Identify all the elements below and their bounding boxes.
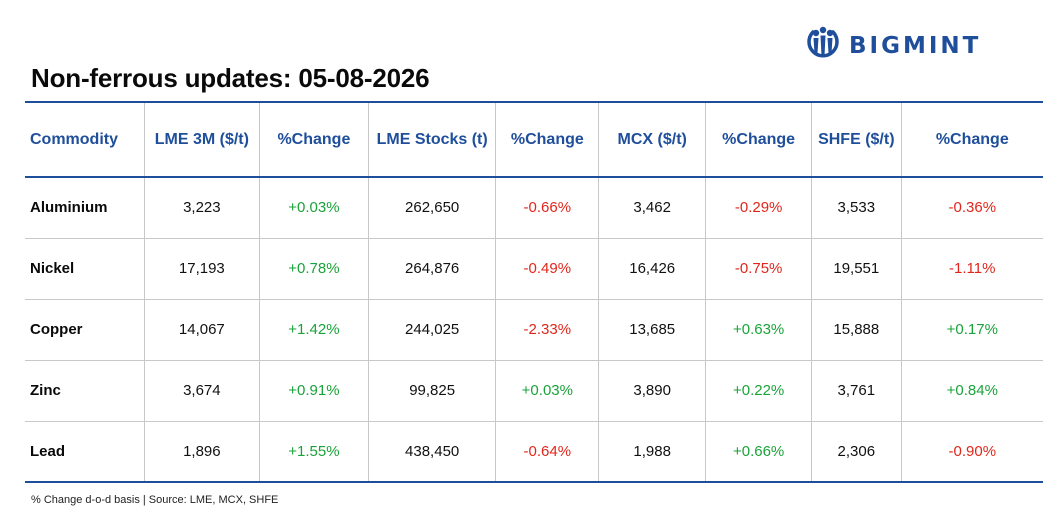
header-shfe-change: %Change (900, 102, 1043, 177)
shfe-price: 15,888 (811, 299, 902, 360)
table-row: Lead 1,896 +1.55% 438,450 -0.64% 1,988 +… (25, 421, 1043, 482)
shfe-price: 2,306 (811, 421, 902, 482)
lme-3m-price: 17,193 (143, 238, 260, 299)
lme-stocks-change: -0.49% (495, 238, 599, 299)
lme-stocks: 244,025 (367, 299, 496, 360)
lme-stocks-change: -2.33% (495, 299, 599, 360)
lme-3m-change: +0.78% (258, 238, 369, 299)
lme-3m-price: 14,067 (143, 299, 260, 360)
prices-table: Commodity LME 3M ($/t) %Change LME Stock… (25, 101, 1043, 483)
lme-3m-change: +0.03% (258, 177, 369, 238)
mcx-price: 16,426 (598, 238, 706, 299)
shfe-change: +0.17% (900, 299, 1043, 360)
lme-3m-price: 3,223 (143, 177, 260, 238)
header-lme-3m: LME 3M ($/t) (143, 102, 260, 177)
table-row: Zinc 3,674 +0.91% 99,825 +0.03% 3,890 +0… (25, 360, 1043, 421)
table-row: Nickel 17,193 +0.78% 264,876 -0.49% 16,4… (25, 238, 1043, 299)
shfe-change: -1.11% (900, 238, 1043, 299)
mcx-price: 3,890 (598, 360, 706, 421)
bigmint-people-logo-icon (807, 26, 839, 58)
mcx-change: -0.29% (705, 177, 812, 238)
lme-3m-change: +0.91% (258, 360, 369, 421)
table-row: Copper 14,067 +1.42% 244,025 -2.33% 13,6… (25, 299, 1043, 360)
mcx-price: 3,462 (598, 177, 706, 238)
lme-stocks-change: -0.64% (495, 421, 599, 482)
commodity-name: Nickel (30, 260, 75, 277)
brand-name: BIGMINT (849, 32, 982, 59)
lme-3m-price: 1,896 (143, 421, 260, 482)
header-shfe: SHFE ($/t) (811, 102, 902, 177)
lme-stocks-change: +0.03% (495, 360, 599, 421)
shfe-price: 19,551 (811, 238, 902, 299)
shfe-price: 3,761 (811, 360, 902, 421)
table-row: Aluminium 3,223 +0.03% 262,650 -0.66% 3,… (25, 177, 1043, 238)
lme-stocks: 99,825 (367, 360, 496, 421)
header-commodity: Commodity (30, 130, 118, 148)
shfe-price: 3,533 (811, 177, 902, 238)
table-header-row: Commodity LME 3M ($/t) %Change LME Stock… (25, 102, 1043, 177)
header-lme-3m-change: %Change (258, 102, 369, 177)
mcx-change: -0.75% (705, 238, 812, 299)
mcx-price: 1,988 (598, 421, 706, 482)
brand-logo: BIGMINT (805, 26, 981, 66)
header-mcx-change: %Change (705, 102, 812, 177)
lme-stocks: 262,650 (367, 177, 496, 238)
header-lme-stocks: LME Stocks (t) (367, 102, 496, 177)
commodity-name: Lead (30, 442, 66, 460)
commodity-name: Zinc (30, 382, 61, 399)
header-mcx: MCX ($/t) (598, 102, 706, 177)
shfe-change: -0.90% (900, 421, 1043, 482)
commodity-name: Copper (30, 321, 83, 338)
lme-3m-change: +1.42% (258, 299, 369, 360)
lme-stocks: 264,876 (367, 238, 496, 299)
page-title: Non-ferrous updates: 05-08-2026 (31, 63, 430, 93)
header-lme-stocks-change: %Change (495, 102, 599, 177)
commodity-name: Aluminium (30, 199, 108, 217)
source-footnote: % Change d-o-d basis | Source: LME, MCX,… (31, 494, 279, 506)
lme-stocks-change: -0.66% (495, 177, 599, 238)
lme-stocks: 438,450 (367, 421, 496, 482)
mcx-price: 13,685 (598, 299, 706, 360)
shfe-change: +0.84% (900, 360, 1043, 421)
lme-3m-price: 3,674 (143, 360, 260, 421)
mcx-change: +0.63% (705, 299, 812, 360)
lme-3m-change: +1.55% (258, 421, 369, 482)
mcx-change: +0.22% (705, 360, 812, 421)
shfe-change: -0.36% (900, 177, 1043, 238)
prices-table-container: Commodity LME 3M ($/t) %Change LME Stock… (25, 101, 1043, 483)
mcx-change: +0.66% (705, 421, 812, 482)
